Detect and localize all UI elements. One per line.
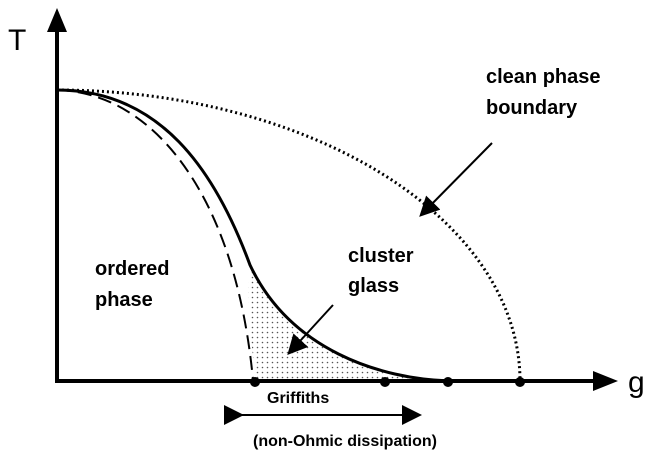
ordered-label: phase: [95, 289, 153, 311]
point: [515, 377, 525, 387]
phase-boundary: [56, 88, 451, 383]
boundary-arrow: [419, 142, 493, 217]
boundary-label: clean phase: [486, 66, 601, 88]
ordered-label: ordered: [95, 258, 169, 280]
y-arrow: [47, 8, 67, 32]
boundary-label: boundary: [486, 97, 578, 119]
x-label: g: [628, 366, 645, 399]
x-arrow: [593, 371, 618, 391]
clean-boundary: [56, 88, 522, 382]
cluster-glass-region: [248, 265, 440, 380]
cluster-label: cluster: [348, 245, 414, 267]
cluster-arrow: [287, 304, 334, 355]
dissipation-label: (non-Ohmic dissipation): [253, 433, 437, 450]
point: [443, 377, 453, 387]
griffiths-label: Griffiths: [267, 390, 329, 407]
point: [380, 377, 390, 387]
dashed-boundary: [56, 89, 254, 381]
cluster-label: glass: [348, 275, 399, 297]
point: [250, 377, 260, 387]
y-label: T: [8, 24, 26, 57]
